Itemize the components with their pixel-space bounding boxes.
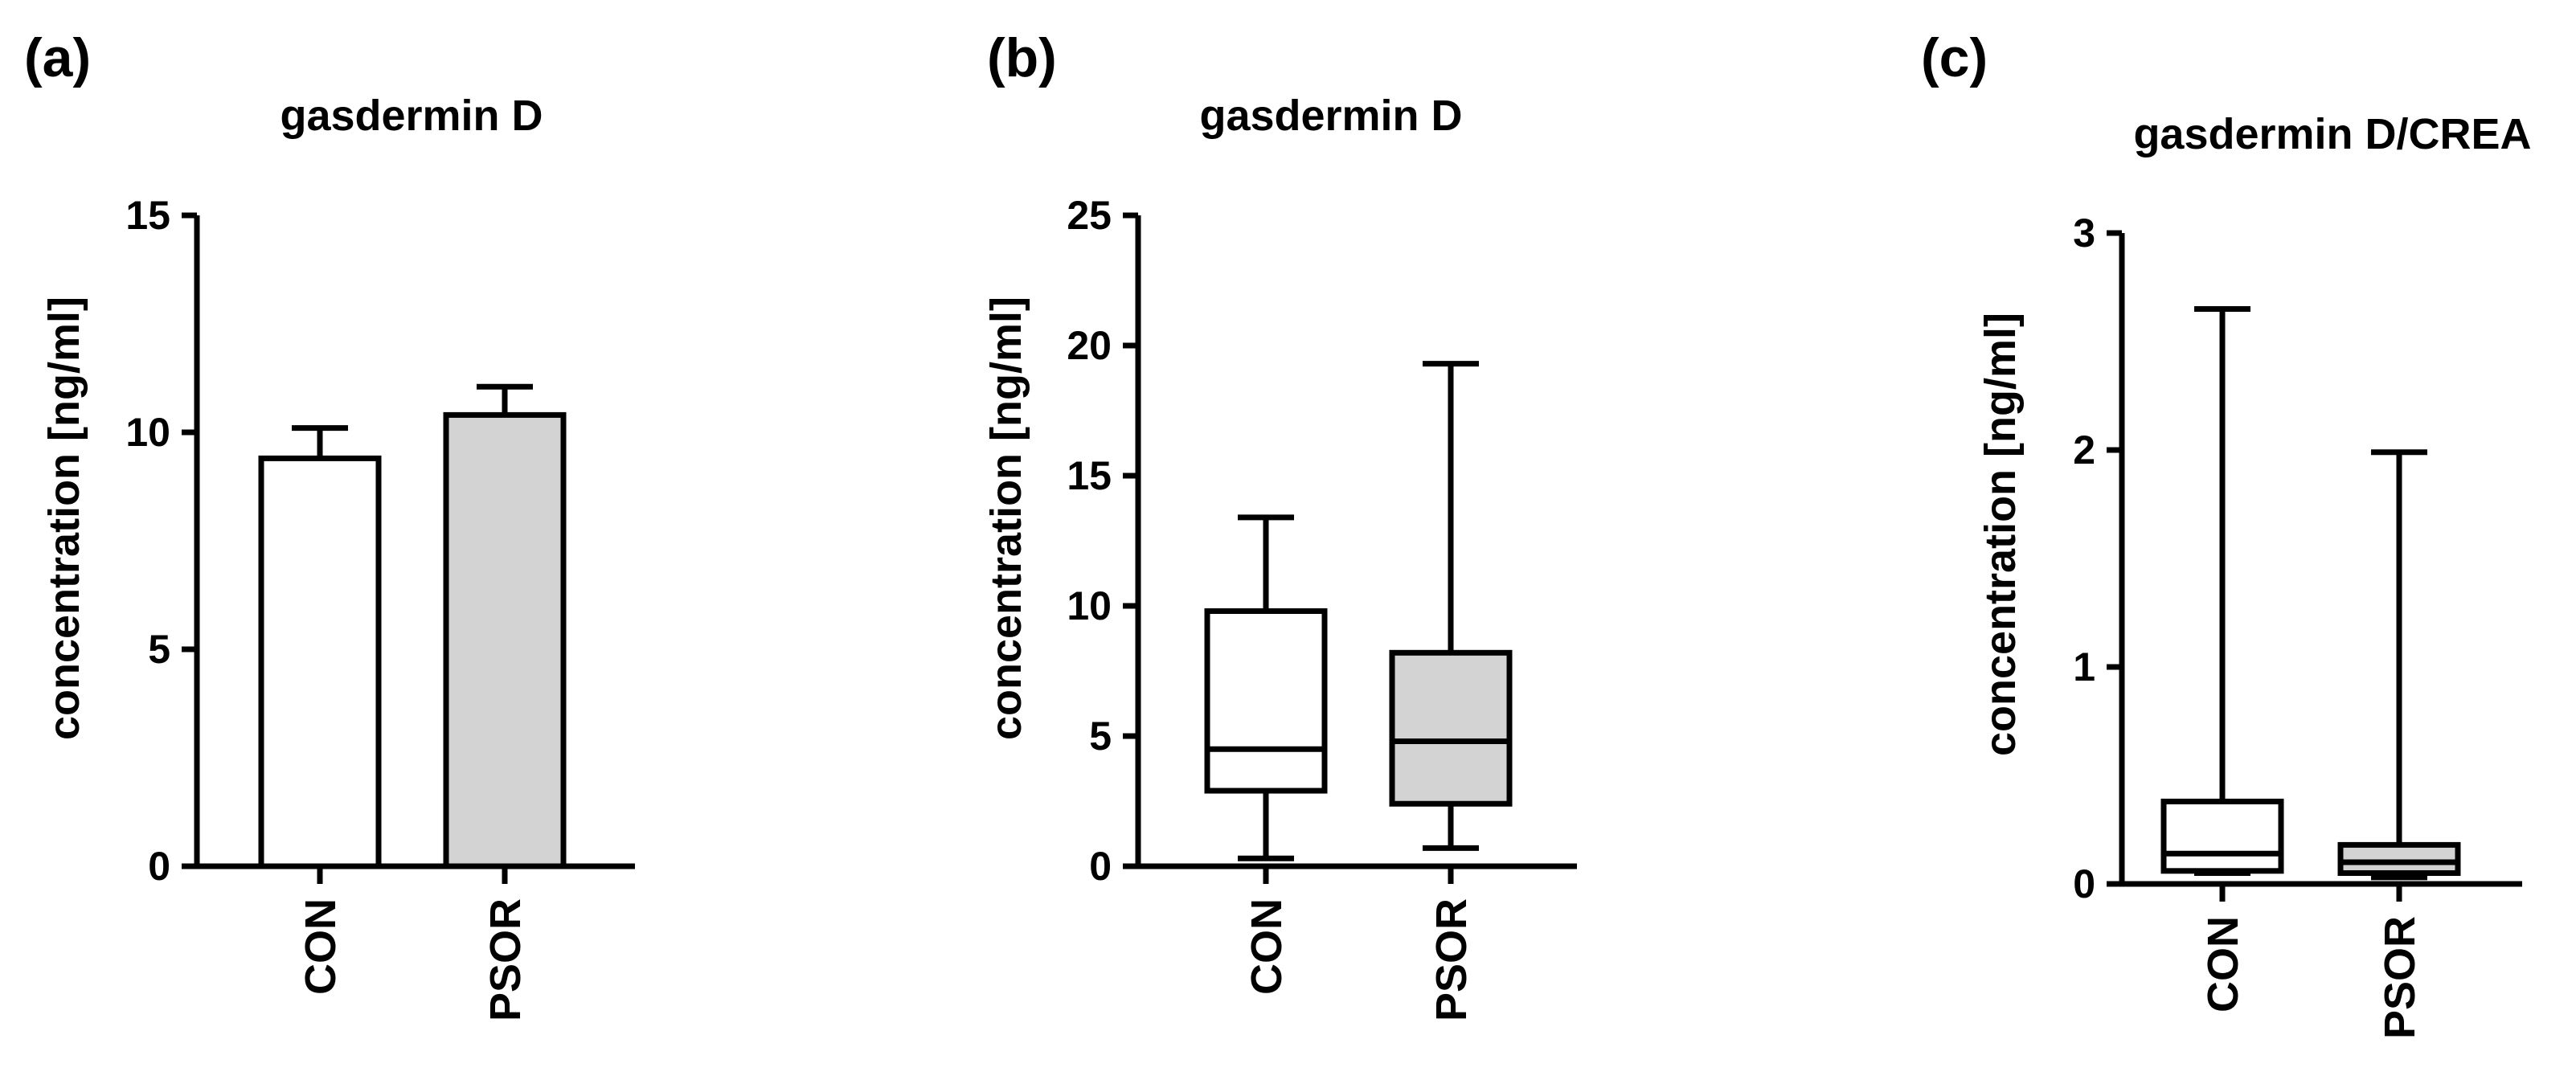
panel-c-title: gasdermin D/CREA	[2133, 110, 2531, 158]
panel-a-y-tick-label: 15	[125, 193, 170, 238]
panel-b-y-tick-label: 20	[1067, 323, 1112, 368]
panel-b-y-tick-label: 0	[1089, 844, 1112, 889]
panel-b-title: gasdermin D	[1199, 92, 1462, 140]
panel-c-plot: 0 1 2 3 CON PSOR	[2073, 211, 2522, 1039]
panel-a-y-tick-label: 0	[148, 844, 170, 889]
panel-c-y-tick-label: 2	[2073, 428, 2095, 472]
panel-c: (c) gasdermin D/CREA concentration [ng/m…	[1921, 27, 2532, 1039]
panel-a-y-tick-label: 5	[148, 627, 170, 672]
panel-b-y-tick-label: 15	[1067, 453, 1112, 498]
panel-a-y-tick-label: 10	[125, 410, 170, 455]
panel-c-box-con	[2160, 798, 2284, 874]
panel-b: (b) gasdermin D concentration [ng/ml] 0 5…	[982, 27, 1577, 1021]
panel-a-title: gasdermin D	[280, 92, 543, 140]
panel-c-x-label-psor: PSOR	[2376, 916, 2424, 1039]
panel-b-box-con	[1204, 608, 1328, 794]
panel-b-y-tick-label: 10	[1067, 583, 1112, 628]
panel-b-box-psor	[1389, 649, 1513, 807]
panel-a-bar-psor	[443, 411, 567, 869]
panel-a-x-label-con: CON	[297, 898, 345, 995]
panel-c-y-axis-label: concentration [ng/ml]	[1976, 313, 2025, 756]
panel-c-y-tick-label: 0	[2073, 861, 2095, 906]
panel-c-x-label-con: CON	[2199, 916, 2247, 1012]
panel-letter-a: (a)	[24, 27, 91, 88]
panel-a-y-axis-label: concentration [ng/ml]	[40, 297, 88, 740]
panel-c-box-psor	[2337, 841, 2461, 877]
panel-a: (a) gasdermin D concentration [ng/ml] 0 5…	[24, 27, 635, 1021]
panel-c-y-tick-label: 3	[2073, 211, 2095, 256]
panel-letter-c: (c)	[1921, 27, 1988, 88]
panel-b-x-label-psor: PSOR	[1427, 898, 1476, 1021]
panel-a-plot: 0 5 10 15 CON PSOR	[125, 193, 635, 1021]
panel-letter-b: (b)	[987, 27, 1057, 88]
panel-a-x-label-psor: PSOR	[481, 898, 530, 1021]
panel-a-bar-con	[258, 455, 382, 869]
panel-b-y-axis-label: concentration [ng/ml]	[982, 297, 1030, 740]
panel-b-plot: 0 5 10 15 20 25 CON PSOR	[1067, 193, 1577, 1021]
panel-b-y-tick-label: 25	[1067, 193, 1112, 238]
panel-c-y-tick-label: 1	[2073, 644, 2095, 689]
panel-b-y-tick-label: 5	[1089, 714, 1112, 759]
panel-b-x-label-con: CON	[1243, 898, 1291, 995]
